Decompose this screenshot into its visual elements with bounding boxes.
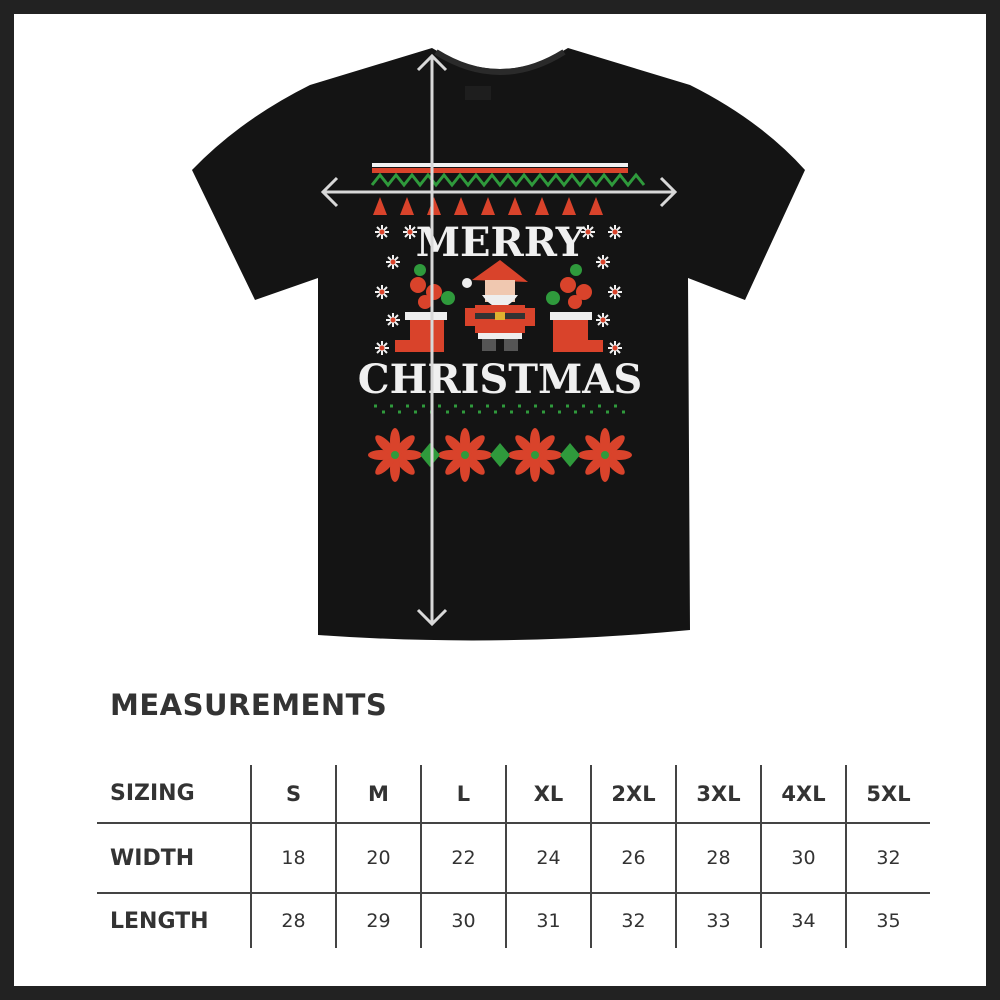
table-cell: 26 [590,824,675,892]
size-header: 5XL [845,765,930,822]
table-row-length: LENGTH 28 29 30 31 32 33 34 35 [97,892,930,948]
size-header: S [250,765,335,822]
table-cell: 32 [590,894,675,948]
table-header-row: SIZING S M L XL 2XL 3XL 4XL 5XL [97,765,930,822]
length-arrow [416,53,448,627]
size-header: L [420,765,505,822]
poinsettia-band [368,404,632,482]
table-cell: 20 [335,824,420,892]
size-header: 2XL [590,765,675,822]
tshirt-image: MERRY CHRISTMAS [192,48,805,641]
table-cell: 24 [505,824,590,892]
row-label: WIDTH [110,845,195,871]
table-row-width: WIDTH 18 20 22 24 26 28 30 32 [97,822,930,892]
table-cell: 30 [420,894,505,948]
size-header: XL [505,765,590,822]
size-header: 3XL [675,765,760,822]
table-cell: 28 [675,824,760,892]
design-text-merry: MERRY [416,219,585,266]
row-label: LENGTH [110,908,209,934]
measurements-title: MEASUREMENTS [110,688,388,722]
size-table: SIZING S M L XL 2XL 3XL 4XL 5XL WIDTH 18… [97,765,930,948]
width-arrow [320,176,678,208]
table-cell: 32 [845,824,930,892]
size-header: 4XL [760,765,845,822]
size-header: M [335,765,420,822]
table-cell: 29 [335,894,420,948]
snowflakes [375,225,622,355]
table-cell: 22 [420,824,505,892]
header-label: SIZING [110,781,195,806]
tshirt-body [192,48,805,641]
stocking-right [546,264,603,352]
neck-label [465,86,491,100]
table-cell: 30 [760,824,845,892]
design-text-christmas: CHRISTMAS [358,356,642,403]
table-cell: 35 [845,894,930,948]
santa-graphic [462,260,535,351]
table-cell: 34 [760,894,845,948]
table-cell: 28 [250,894,335,948]
table-cell: 31 [505,894,590,948]
pattern-band [370,163,646,215]
collar [434,49,566,75]
table-cell: 18 [250,824,335,892]
table-cell: 33 [675,894,760,948]
